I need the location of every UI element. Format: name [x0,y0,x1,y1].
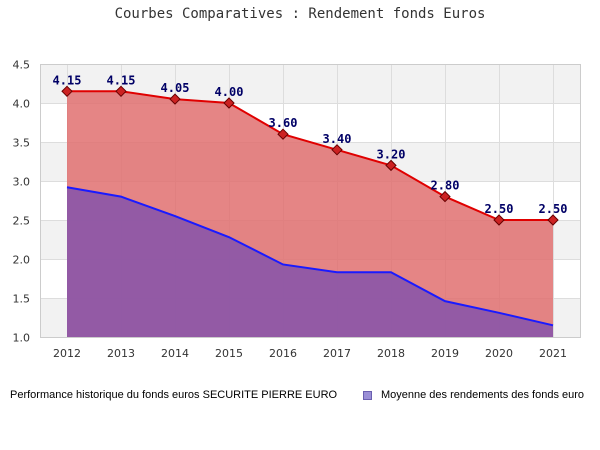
data-label: 2.80 [431,179,460,193]
y-tick-label: 4.5 [13,59,31,72]
data-label: 3.40 [323,132,352,146]
y-tick-label: 2.5 [13,215,31,228]
marker-series-1 [115,85,127,98]
area-series-2 [67,187,553,337]
series-markers [61,85,559,226]
data-label: 4.05 [161,81,190,95]
marker-series-1 [277,128,289,140]
x-tick-label: 2021 [539,347,567,360]
data-labels: 4.15 4.15 4.05 4.00 3.60 3.40 3.20 2.80 2.50 2.50 [53,73,568,216]
y-tick-label: 2.0 [13,254,31,267]
x-tick-label: 2017 [323,347,351,360]
data-label: 3.60 [269,116,298,130]
data-label: 3.20 [377,147,406,161]
data-label: 4.00 [215,85,244,99]
marker-series-1 [61,85,73,98]
marker-series-1 [331,144,343,156]
legend-series-1-label: Performance historique du fonds euros SE… [10,389,338,401]
legend-series-2-swatch [363,391,372,400]
y-axis-ticks: 1.0 1.5 2.0 2.5 3.0 3.5 4.0 4.5 [13,59,31,345]
data-label: 4.15 [107,73,136,87]
series-lines [66,90,554,327]
line-series-2 [66,186,554,327]
marker-series-1 [223,97,235,109]
chart-title: Courbes Comparatives : Rendement fonds E… [114,6,486,22]
area-layers [67,91,553,337]
x-tick-label: 2012 [53,347,81,360]
x-tick-label: 2014 [161,347,189,360]
x-tick-label: 2013 [107,347,135,360]
y-tick-label: 1.0 [13,332,31,345]
x-axis-ticks: 2012 2013 2014 2015 2016 2017 2018 2019 2020 2021 [53,347,567,360]
data-label: 2.50 [485,202,514,216]
x-tick-label: 2020 [485,347,513,360]
legend-series-2-label: Moyenne des rendements des fonds euro [381,389,585,401]
x-tick-label: 2016 [269,347,297,360]
plot-frame [40,64,581,338]
legend: Performance historique du fonds euros SE… [0,389,600,405]
data-label: 2.50 [539,202,568,216]
marker-series-1 [385,159,397,172]
marker-series-1 [169,93,181,105]
marker-series-1 [493,214,505,226]
y-tick-label: 3.5 [13,137,31,150]
marker-series-1 [439,190,451,203]
x-tick-label: 2018 [377,347,405,360]
y-tick-label: 1.5 [13,293,31,306]
data-label: 4.15 [53,73,82,87]
marker-series-1 [547,214,559,226]
x-tick-label: 2019 [431,347,459,360]
line-series-1 [67,90,553,221]
x-tick-label: 2015 [215,347,243,360]
y-tick-label: 4.0 [13,98,31,111]
y-tick-label: 3.0 [13,176,31,189]
